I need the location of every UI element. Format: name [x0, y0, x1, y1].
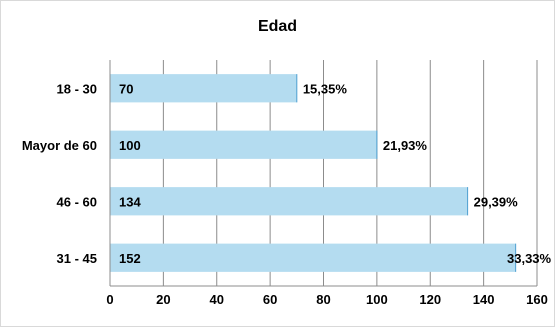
bar [110, 243, 516, 272]
bar [110, 130, 377, 159]
x-tick-label: 60 [263, 292, 277, 307]
bar [110, 187, 468, 216]
bar-percent-label: 29,39% [474, 194, 519, 209]
x-tick-label: 0 [106, 292, 113, 307]
bar-percent-label: 33,33% [507, 251, 552, 266]
category-label: 18 - 30 [57, 81, 97, 96]
bars: 70 15,35% 100 21,93% 134 29,39% 152 33,33% [110, 74, 552, 272]
category-label: 31 - 45 [57, 251, 97, 266]
axes: 0 20 40 60 80 100 120 140 160 18 - 30 Mayor de 60 4… [22, 60, 548, 307]
x-tick-label: 40 [210, 292, 224, 307]
bar-value-label: 70 [119, 81, 133, 96]
x-tick-label: 100 [366, 292, 388, 307]
category-label: Mayor de 60 [22, 138, 97, 153]
x-tick-label: 20 [156, 292, 170, 307]
x-tick-label: 80 [316, 292, 330, 307]
category-label: 46 - 60 [57, 194, 97, 209]
bar [110, 74, 297, 103]
x-tick-label: 140 [473, 292, 495, 307]
x-tick-label: 120 [419, 292, 441, 307]
chart-title: Edad [257, 18, 298, 35]
bar-value-label: 134 [119, 194, 141, 209]
bar-value-label: 100 [119, 138, 141, 153]
bar-percent-label: 21,93% [383, 138, 428, 153]
bar-percent-label: 15,35% [303, 81, 348, 96]
x-tick-label: 160 [526, 292, 548, 307]
bar-value-label: 152 [119, 251, 141, 266]
